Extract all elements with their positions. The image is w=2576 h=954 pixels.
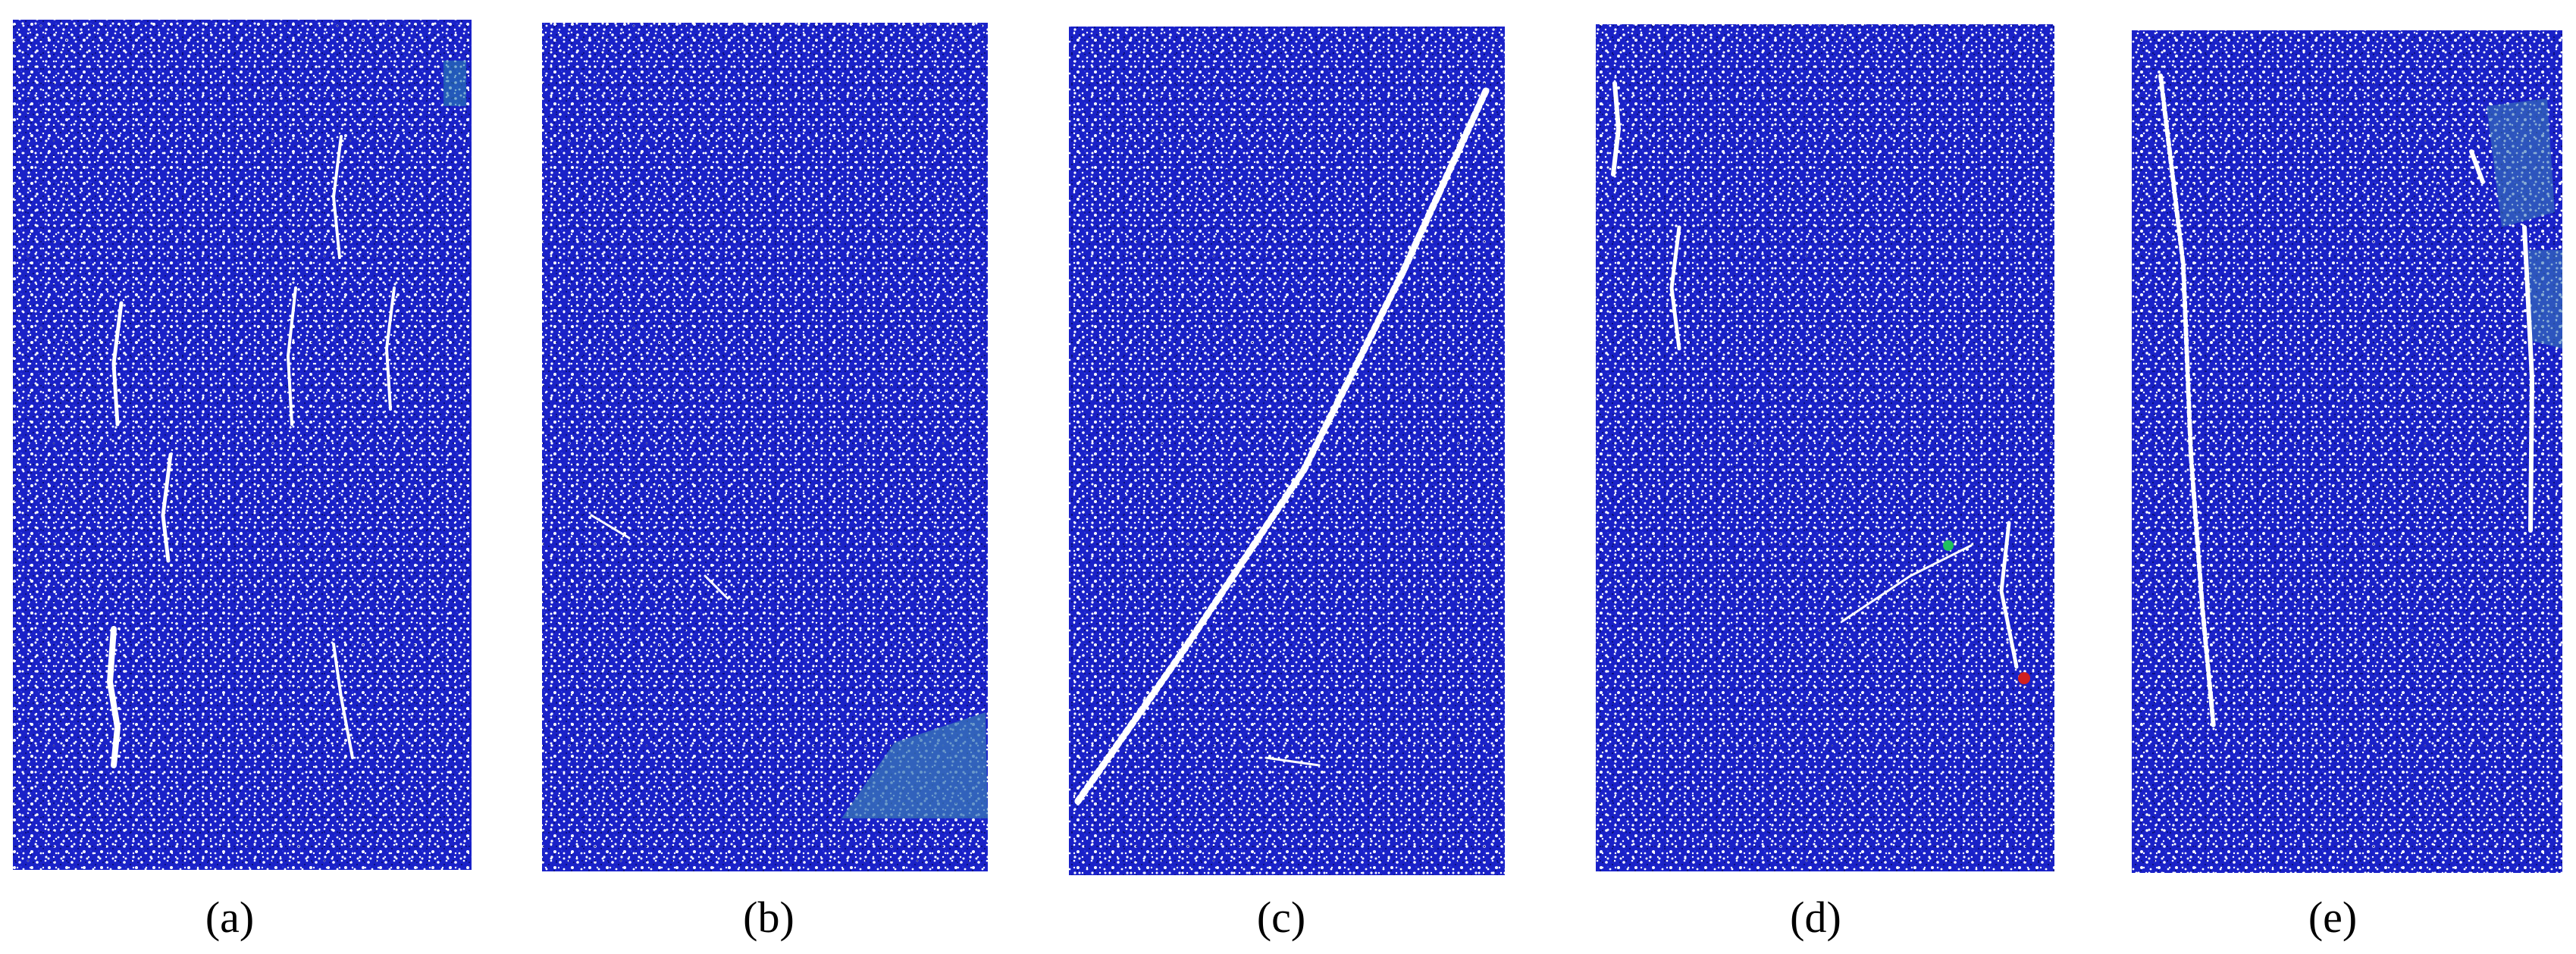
panel-c <box>1069 27 1505 875</box>
panel-label: (b) <box>743 893 794 942</box>
panel-label: (c) <box>1257 893 1305 942</box>
captions: (a) (b) (c) (d) (e) <box>205 893 2357 942</box>
panel-a <box>13 20 472 870</box>
panel-b <box>542 23 988 871</box>
panel-e <box>2132 30 2562 873</box>
panel-label: (a) <box>205 893 254 942</box>
panel-label: (e) <box>2308 893 2357 942</box>
panel-d <box>1596 24 2054 871</box>
panel-label: (d) <box>1790 893 1841 942</box>
